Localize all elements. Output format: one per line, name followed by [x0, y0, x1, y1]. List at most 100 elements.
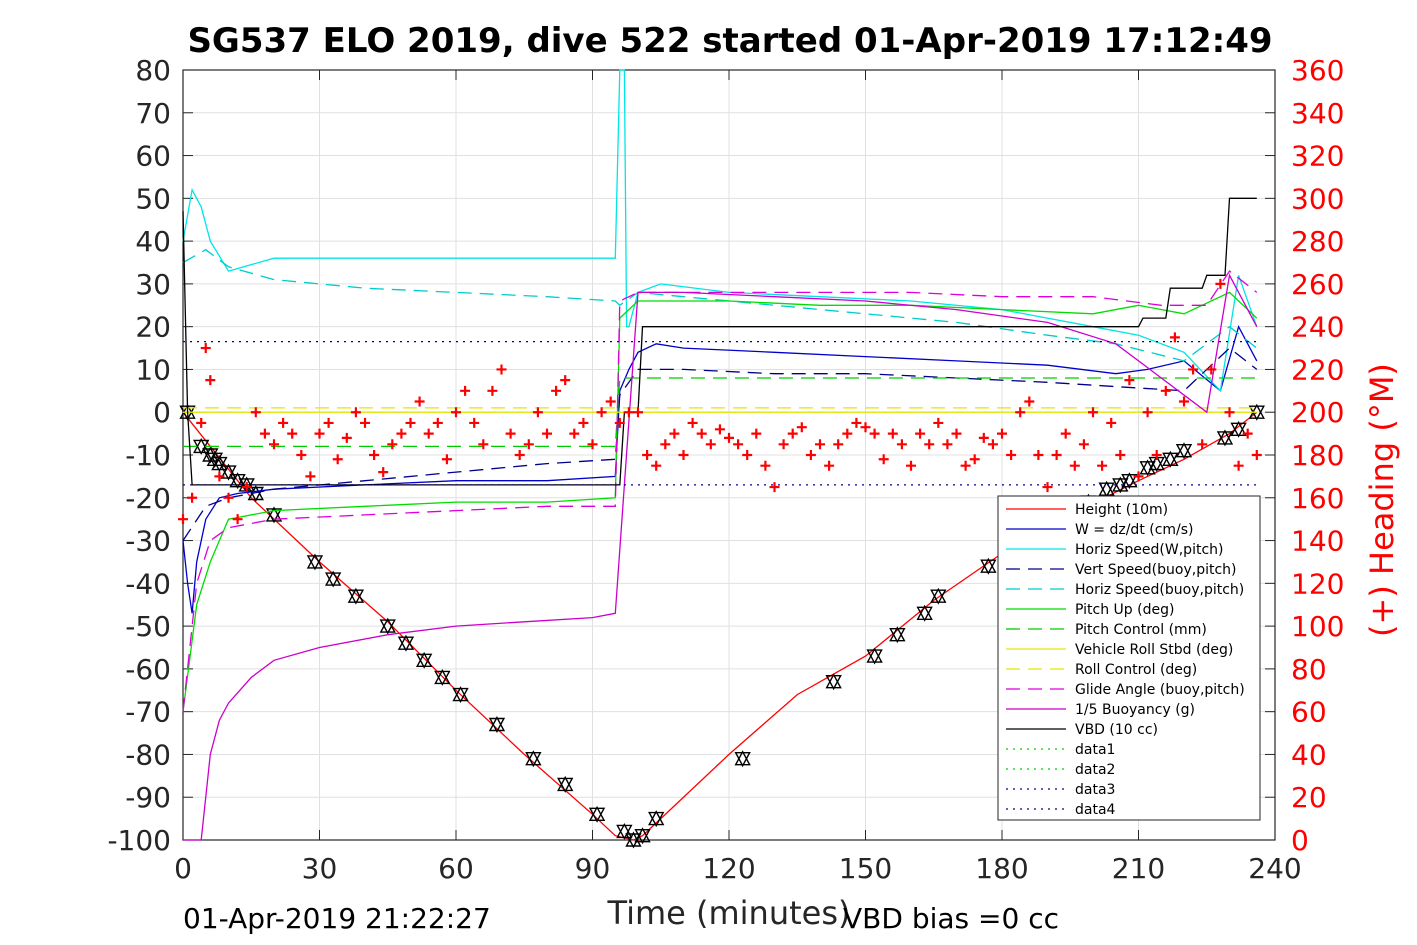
heading-marker: [542, 428, 552, 439]
series-line-vbd: [182, 197, 1257, 486]
y-right-tick-label: 100: [1291, 610, 1344, 643]
heading-marker: [423, 428, 434, 439]
heading-marker: [578, 417, 589, 428]
y-tick-label: -10: [125, 439, 171, 472]
heading-marker: [869, 428, 880, 439]
series-line-horiz-speed-w: [182, 69, 1258, 393]
heading-marker: [569, 428, 580, 439]
heading-marker: [560, 375, 571, 386]
heading-marker: [341, 432, 352, 443]
heading-marker: [714, 424, 725, 435]
y-right-tick-label: 20: [1291, 781, 1327, 814]
heading-marker: [796, 422, 807, 433]
heading-marker: [614, 417, 625, 428]
heading-marker: [1233, 460, 1244, 471]
height-marker: [916, 604, 933, 622]
heading-marker: [505, 428, 516, 439]
footer-timestamp: 01-Apr-2019 21:22:27: [183, 902, 491, 935]
heading-marker: [896, 439, 907, 450]
heading-marker: [405, 417, 416, 428]
heading-marker: [1106, 417, 1117, 428]
axis-ticks: 0 30 60 90 120 150 180 210 24080706050403020100-…: [107, 54, 1344, 885]
y-tick-label: 40: [135, 225, 171, 258]
heading-marker: [751, 428, 762, 439]
y-tick-label: 60: [135, 140, 171, 173]
height-marker: [324, 570, 342, 588]
heading-marker: [933, 417, 944, 428]
heading-marker: [769, 482, 780, 493]
heading-marker: [842, 428, 853, 439]
height-marker: [220, 463, 237, 481]
heading-marker: [196, 417, 207, 428]
x-tick-label: 90: [575, 852, 611, 885]
height-marker: [616, 822, 633, 840]
y-tick-label: 0: [153, 396, 171, 429]
heading-marker: [1078, 439, 1089, 450]
height-marker: [397, 634, 415, 652]
heading-marker: [396, 428, 407, 439]
x-tick-label: 30: [302, 852, 338, 885]
legend-entry: Pitch Up (deg): [1075, 602, 1174, 618]
heading-marker: [514, 450, 525, 460]
height-marker: [930, 587, 947, 605]
legend-entry: data4: [1075, 802, 1116, 818]
x-tick-label: 150: [839, 852, 892, 885]
legend: Height (10m) W = dz/dt (cm/s) Horiz Speed(…: [997, 495, 1261, 821]
height-marker: [347, 587, 365, 605]
height-marker: [452, 686, 469, 704]
y-right-tick-label: 340: [1291, 97, 1344, 130]
legend-box: [997, 495, 1261, 821]
y-tick-label: -50: [125, 610, 171, 643]
heading-marker: [551, 385, 562, 396]
heading-marker: [287, 428, 298, 439]
y-tick-label: -20: [125, 482, 171, 515]
heading-marker: [942, 439, 953, 450]
heading-marker: [605, 396, 616, 407]
heading-marker: [532, 407, 543, 418]
heading-marker: [705, 439, 716, 450]
heading-marker: [1024, 396, 1035, 407]
y-right-tick-label: 360: [1291, 54, 1344, 87]
y-right-tick-label: 200: [1291, 396, 1344, 429]
height-marker: [211, 455, 228, 473]
heading-marker: [778, 439, 789, 450]
height-marker: [1216, 429, 1234, 447]
heading-marker: [414, 396, 425, 407]
x-tick-label: 0: [174, 852, 192, 885]
heading-marker: [1179, 396, 1189, 407]
heading-marker: [451, 407, 461, 418]
heading-marker: [1215, 278, 1226, 289]
heading-marker: [951, 428, 962, 439]
heading-marker: [269, 439, 279, 450]
heading-marker: [1097, 460, 1108, 471]
heading-marker: [487, 385, 498, 396]
y-tick-label: -90: [125, 781, 171, 814]
heading-marker: [960, 460, 971, 471]
y-right-tick-label: 80: [1291, 653, 1327, 686]
heading-marker: [587, 439, 598, 450]
heading-marker: [432, 417, 443, 428]
height-marker: [588, 805, 606, 823]
heading-marker: [205, 375, 216, 386]
y-right-tick-label: 140: [1291, 525, 1344, 558]
y-right-tick-label: 240: [1291, 311, 1344, 344]
heading-marker: [214, 471, 225, 482]
heading-marker: [1115, 450, 1126, 460]
y-tick-label: 80: [135, 54, 171, 87]
heading-marker: [633, 407, 643, 418]
heading-marker: [678, 450, 689, 460]
x-tick-label: 180: [975, 852, 1028, 885]
heading-marker: [878, 454, 889, 465]
heading-marker: [1142, 407, 1153, 418]
height-marker: [889, 626, 906, 644]
heading-marker: [332, 454, 343, 465]
heading-marker: [915, 428, 926, 439]
height-marker: [825, 673, 842, 691]
legend-entry: Vert Speed(buoy,pitch): [1075, 562, 1237, 578]
legend-entry: VBD (10 cc): [1075, 722, 1158, 738]
heading-marker: [241, 482, 252, 493]
y-tick-label: -100: [107, 824, 171, 857]
heading-marker: [760, 460, 771, 471]
heading-marker: [314, 428, 325, 439]
